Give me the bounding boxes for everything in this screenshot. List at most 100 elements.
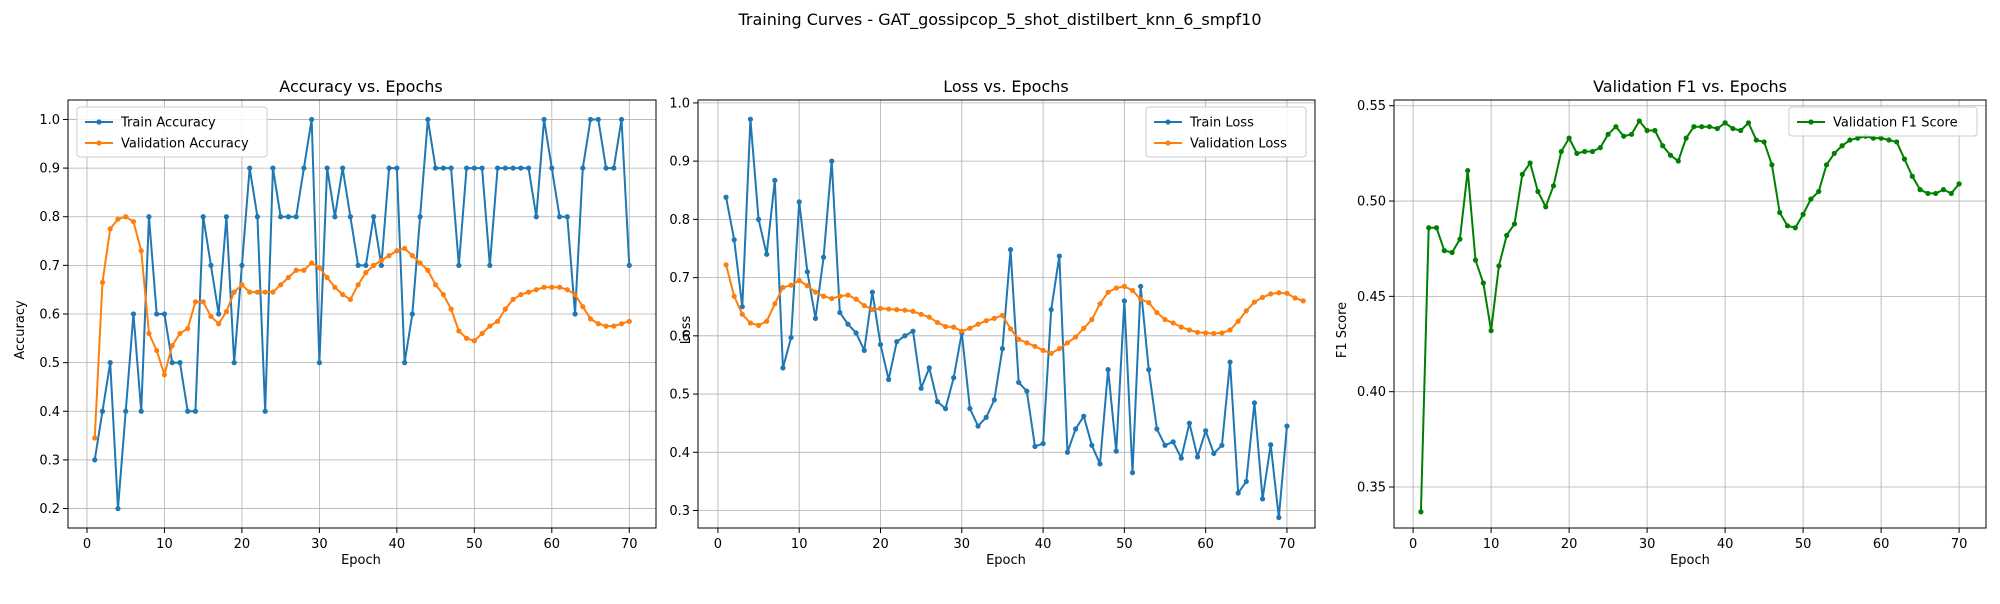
data-point xyxy=(123,408,129,414)
data-point xyxy=(177,360,183,366)
data-point xyxy=(902,307,908,313)
data-point xyxy=(463,335,470,341)
axes-frame xyxy=(1393,99,1987,529)
data-point xyxy=(1072,334,1079,340)
data-point xyxy=(723,262,729,268)
data-point xyxy=(951,375,957,381)
legend-label: Validation F1 Score xyxy=(1833,116,1958,131)
subplot-title: Accuracy vs. Epochs xyxy=(279,77,442,96)
data-point xyxy=(1706,124,1713,130)
legend-label: Validation Loss xyxy=(1190,137,1287,152)
data-point xyxy=(154,347,160,354)
data-point xyxy=(877,305,884,312)
data-point xyxy=(1909,173,1915,179)
data-point xyxy=(1211,450,1217,457)
data-point xyxy=(301,267,307,273)
data-point xyxy=(270,165,276,171)
data-point xyxy=(772,177,778,183)
data-point xyxy=(556,284,563,290)
data-point xyxy=(1105,367,1111,373)
data-point xyxy=(975,321,981,327)
data-point xyxy=(541,116,547,123)
data-point xyxy=(788,282,794,288)
data-point xyxy=(804,269,810,275)
data-point xyxy=(432,165,439,171)
data-point xyxy=(1219,330,1225,336)
data-point xyxy=(1605,131,1611,137)
data-point xyxy=(1251,299,1258,305)
data-point xyxy=(1894,139,1900,145)
y-tick-label: 0.5 xyxy=(39,356,60,371)
data-point xyxy=(1566,135,1572,141)
data-point xyxy=(231,360,237,366)
data-point xyxy=(877,341,884,348)
data-point xyxy=(999,346,1006,352)
data-point xyxy=(886,306,892,312)
y-tick-label: 0.55 xyxy=(1357,99,1386,114)
data-point xyxy=(796,199,802,205)
x-axis-label: Epoch xyxy=(986,553,1026,568)
legend-label: Train Loss xyxy=(1189,116,1254,131)
x-tick-label: 50 xyxy=(1116,537,1133,552)
x-tick-label: 0 xyxy=(83,537,91,552)
data-point xyxy=(161,311,168,317)
data-point xyxy=(1675,158,1681,164)
data-point xyxy=(278,282,284,288)
y-tick-label: 0.4 xyxy=(669,446,690,461)
data-point xyxy=(1738,127,1744,134)
data-point xyxy=(99,408,106,414)
data-point xyxy=(169,360,175,366)
x-axis-label: Epoch xyxy=(1670,553,1710,568)
data-point xyxy=(1129,470,1136,476)
data-point xyxy=(270,289,276,295)
y-tick-label: 1.0 xyxy=(669,96,690,111)
x-tick-label: 70 xyxy=(621,537,638,552)
data-point xyxy=(278,214,284,220)
data-point xyxy=(185,325,191,332)
data-point xyxy=(564,287,570,293)
loss-subplot: Loss vs. Epochs Epoch Loss 0 10 20 30 40 50 60… xyxy=(669,77,1316,568)
data-point xyxy=(347,296,353,303)
data-point xyxy=(1235,318,1241,324)
legend-box xyxy=(1788,106,1978,137)
data-point xyxy=(247,165,253,171)
data-point xyxy=(918,311,924,317)
x-tick-label: 10 xyxy=(1483,537,1500,552)
data-point xyxy=(1276,514,1282,521)
data-point xyxy=(572,291,578,298)
data-point xyxy=(1089,442,1095,448)
x-tick-label: 20 xyxy=(872,537,889,552)
series-line xyxy=(93,118,631,510)
y-axis-label: Accuracy xyxy=(13,300,28,360)
data-point xyxy=(934,319,941,326)
data-point xyxy=(611,165,617,171)
data-point xyxy=(812,315,819,321)
data-point xyxy=(1886,137,1892,143)
data-point xyxy=(1203,330,1209,336)
y-tick-label: 0.6 xyxy=(669,329,690,344)
x-tick-label: 60 xyxy=(1873,537,1890,552)
legend-marker xyxy=(96,140,102,146)
data-point xyxy=(991,315,997,321)
data-point xyxy=(154,311,160,317)
data-point xyxy=(1511,221,1518,227)
legend-box xyxy=(76,106,268,158)
data-point xyxy=(417,214,423,220)
data-point xyxy=(208,262,214,268)
data-point xyxy=(1870,135,1876,141)
data-point xyxy=(1722,120,1728,126)
data-point xyxy=(549,284,555,290)
data-point xyxy=(262,408,268,414)
data-point xyxy=(494,318,501,324)
data-point xyxy=(123,214,129,220)
data-point xyxy=(1839,143,1845,149)
legend-box xyxy=(1145,106,1307,158)
data-point xyxy=(1211,330,1217,337)
data-point xyxy=(456,262,462,268)
data-point xyxy=(1878,135,1884,141)
data-point xyxy=(1574,150,1580,156)
data-point xyxy=(1823,162,1830,168)
y-tick-label: 0.3 xyxy=(39,453,60,468)
data-point xyxy=(1628,131,1635,137)
x-tick-label: 30 xyxy=(311,537,328,552)
